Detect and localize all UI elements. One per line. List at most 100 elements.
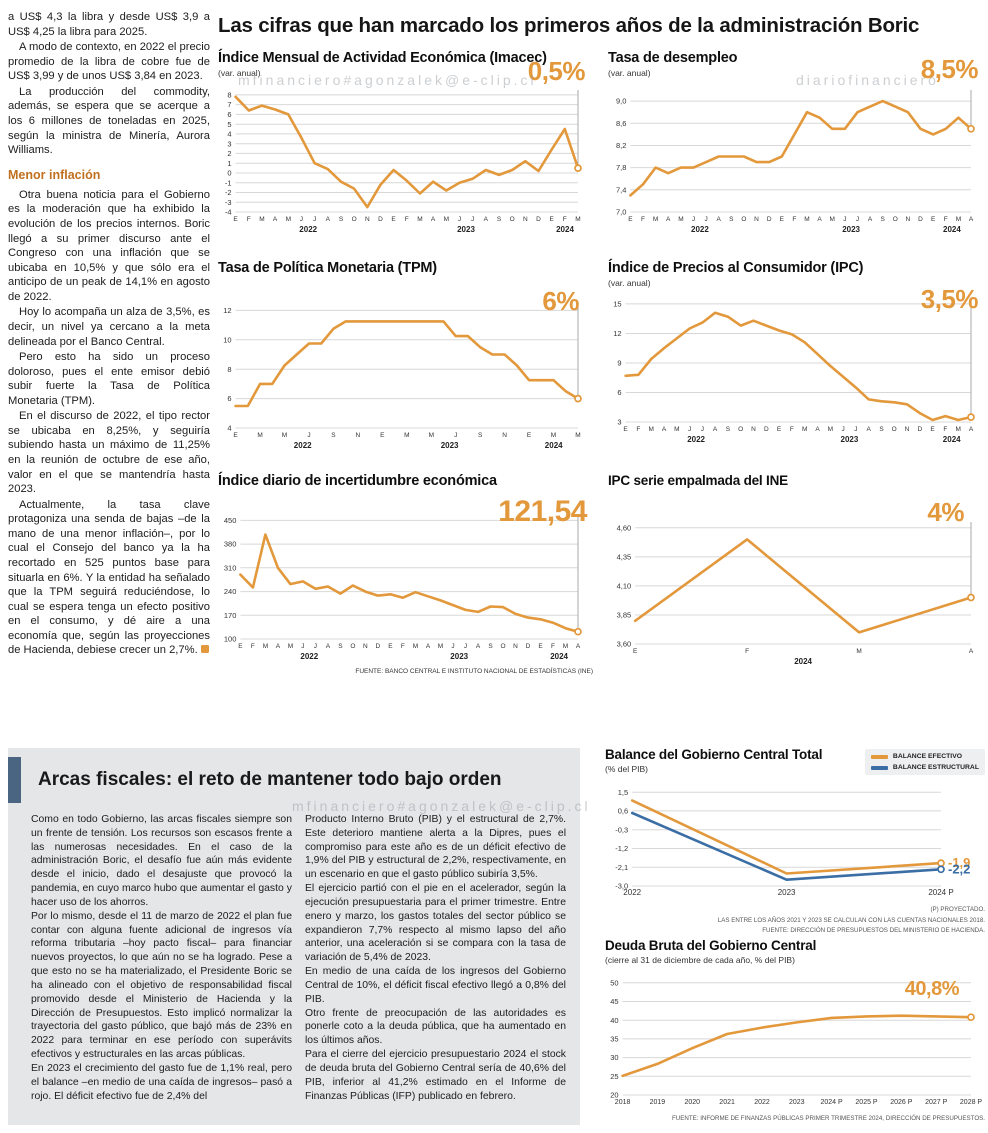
article-end-marker — [200, 645, 209, 654]
svg-text:J: J — [458, 216, 461, 223]
svg-text:50: 50 — [610, 978, 618, 987]
fiscal-titlebar: Arcas fiscales: el reto de mantener todo… — [8, 748, 580, 803]
fiscal-title-accent-bar — [8, 757, 21, 803]
balance-note: FUENTE: DIRECCIÓN DE PRESUPUESTOS DEL MI… — [762, 927, 985, 935]
svg-text:O: O — [738, 426, 743, 433]
svg-text:F: F — [641, 216, 645, 223]
svg-text:J: J — [307, 432, 310, 439]
fiscal-paragraph: Para el cierre del ejercicio presupuesta… — [305, 1049, 566, 1102]
svg-text:2022: 2022 — [754, 1099, 770, 1106]
chart-title: Índice diario de incertidumbre económica — [218, 473, 497, 489]
svg-text:8,2: 8,2 — [616, 141, 626, 150]
svg-text:7,4: 7,4 — [616, 185, 626, 194]
svg-text:J: J — [301, 643, 304, 650]
chart-tpm: Tasa de Política Monetaria (TPM) 6% 12 10… — [218, 260, 593, 452]
svg-text:-1,9: -1,9 — [948, 855, 970, 870]
svg-text:N: N — [523, 216, 528, 223]
svg-text:7,8: 7,8 — [616, 163, 626, 172]
fiscal-column-2: Producto Interno Bruto (PIB) y el estruc… — [305, 813, 566, 1103]
svg-text:E: E — [931, 216, 936, 223]
svg-text:8,6: 8,6 — [616, 119, 626, 128]
svg-text:5: 5 — [227, 120, 231, 129]
svg-text:9,0: 9,0 — [616, 97, 626, 106]
article-paragraph: A modo de contexto, en 2022 el precio pr… — [8, 41, 210, 83]
svg-text:-3,0: -3,0 — [615, 882, 628, 891]
svg-text:A: A — [717, 216, 722, 223]
svg-text:J: J — [854, 426, 857, 433]
svg-text:4: 4 — [227, 130, 231, 139]
svg-text:2019: 2019 — [650, 1099, 666, 1106]
article-paragraph: a US$ 4,3 la libra y desde US$ 3,9 a US$… — [8, 11, 210, 38]
svg-text:S: S — [339, 216, 344, 223]
svg-text:2018: 2018 — [615, 1099, 631, 1106]
svg-text:A: A — [326, 216, 331, 223]
svg-text:A: A — [276, 643, 281, 650]
svg-text:-3: -3 — [225, 198, 232, 207]
svg-text:A: A — [476, 643, 481, 650]
svg-text:310: 310 — [224, 563, 237, 572]
svg-text:12: 12 — [613, 329, 621, 338]
svg-text:M: M — [648, 426, 653, 433]
chart-ipc-ine: IPC serie empalmada del INE 4% 4,60 4,35 4… — [608, 473, 986, 668]
svg-text:1: 1 — [227, 159, 231, 168]
svg-text:S: S — [879, 426, 884, 433]
svg-text:N: N — [906, 216, 911, 223]
svg-text:8: 8 — [227, 365, 231, 374]
article-paragraph: Pero esto ha sido un proceso doloroso, p… — [8, 351, 210, 407]
svg-text:-1: -1 — [225, 178, 232, 187]
svg-text:M: M — [956, 216, 961, 223]
svg-text:E: E — [388, 643, 393, 650]
svg-text:O: O — [892, 426, 897, 433]
svg-text:J: J — [451, 643, 454, 650]
svg-text:6: 6 — [227, 110, 231, 119]
svg-text:20: 20 — [610, 1091, 618, 1100]
svg-text:F: F — [792, 216, 796, 223]
svg-text:A: A — [815, 426, 820, 433]
svg-text:0: 0 — [227, 169, 231, 178]
svg-text:S: S — [338, 643, 343, 650]
svg-text:1,5: 1,5 — [618, 788, 628, 797]
fiscal-paragraph: Como en todo Gobierno, las arcas fiscale… — [31, 814, 292, 908]
svg-text:7,0: 7,0 — [616, 208, 626, 217]
svg-text:6: 6 — [617, 388, 621, 397]
svg-text:A: A — [969, 648, 974, 655]
svg-text:A: A — [484, 216, 489, 223]
svg-text:2023: 2023 — [457, 225, 475, 234]
svg-text:M: M — [438, 643, 443, 650]
svg-text:15: 15 — [613, 300, 621, 309]
chart-ipc: Índice de Precios al Consumidor (IPC) (v… — [608, 260, 986, 446]
svg-text:3,60: 3,60 — [617, 640, 632, 649]
svg-text:A: A — [713, 426, 718, 433]
svg-text:M: M — [444, 216, 449, 223]
svg-text:F: F — [944, 216, 948, 223]
svg-text:0,6: 0,6 — [618, 807, 628, 816]
svg-text:E: E — [633, 648, 638, 655]
watermark-bottom: mfinanciero#agonzalek@e-clip.cl — [292, 798, 591, 814]
svg-text:2027 P: 2027 P — [925, 1099, 948, 1106]
chart-title: Índice de Precios al Consumidor (IPC) — [608, 260, 864, 276]
svg-text:M: M — [413, 643, 418, 650]
svg-text:F: F — [790, 426, 794, 433]
svg-text:D: D — [526, 643, 531, 650]
svg-text:N: N — [754, 216, 759, 223]
svg-text:450: 450 — [224, 516, 237, 525]
svg-text:J: J — [300, 216, 303, 223]
svg-text:F: F — [943, 426, 947, 433]
debt-source: FUENTE: INFORME DE FINANZAS PÚBLICAS PRI… — [672, 1115, 985, 1122]
article-paragraph: Otra buena noticia para el Gobierno es l… — [8, 188, 210, 303]
svg-text:N: N — [751, 426, 756, 433]
svg-text:F: F — [251, 643, 255, 650]
svg-text:380: 380 — [224, 540, 237, 549]
balance-note: (P) PROYECTADO. — [930, 906, 985, 913]
svg-text:S: S — [729, 216, 734, 223]
chart-value-label: 6% — [542, 286, 579, 316]
svg-text:-2: -2 — [225, 188, 232, 197]
chart-subtitle: (cierre al 31 de diciembre de cada año, … — [605, 955, 795, 965]
svg-text:35: 35 — [610, 1035, 618, 1044]
svg-text:4,60: 4,60 — [617, 523, 632, 532]
legend-item-estructural: BALANCE ESTRUCTURAL — [870, 764, 979, 771]
svg-text:E: E — [380, 432, 385, 439]
svg-text:M: M — [551, 432, 556, 439]
svg-text:4,10: 4,10 — [617, 582, 632, 591]
